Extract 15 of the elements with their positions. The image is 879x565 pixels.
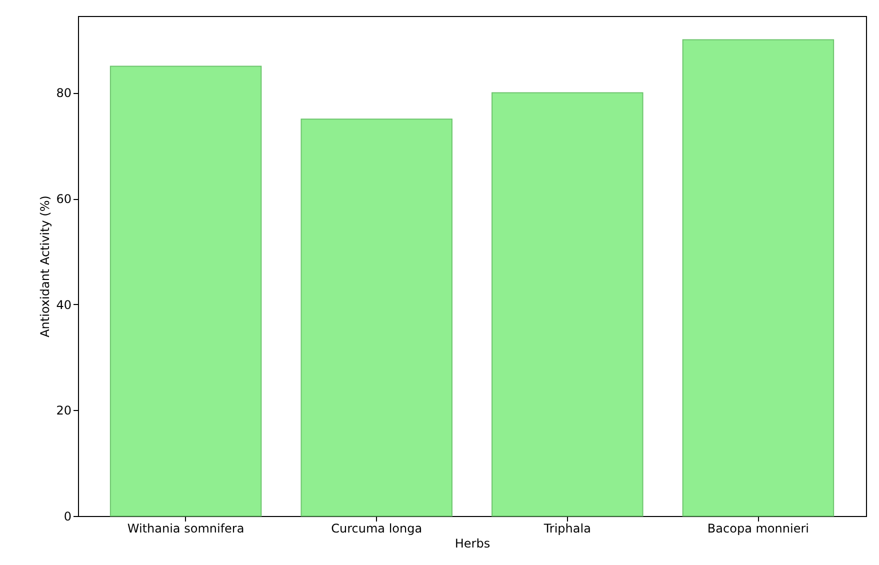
- x-tick-label: Withania somnifera: [127, 522, 244, 536]
- x-axis-title: Herbs: [454, 536, 490, 550]
- x-tick-label: Triphala: [542, 522, 591, 536]
- y-tick-label: 60: [56, 192, 72, 206]
- x-tick-label: Curcuma longa: [331, 522, 422, 536]
- y-tick-label: 20: [56, 404, 72, 418]
- bar: [682, 39, 834, 516]
- x-tick-label: Bacopa monnieri: [707, 522, 809, 536]
- bar: [110, 66, 262, 516]
- bar: [300, 118, 452, 516]
- y-axis-title: Antioxidant Activity (%): [38, 196, 52, 338]
- y-tick-label: 40: [56, 298, 72, 312]
- y-tick-label: 0: [64, 510, 72, 524]
- y-tick-label: 80: [56, 86, 72, 100]
- bar: [492, 92, 644, 516]
